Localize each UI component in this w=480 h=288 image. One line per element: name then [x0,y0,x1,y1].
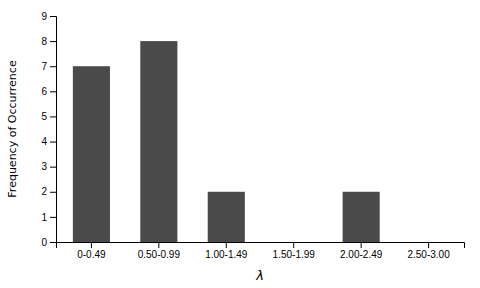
y-tick-label: 6 [41,86,47,97]
y-tick-mark [50,91,56,92]
y-tick-label: 3 [41,161,47,172]
x-axis-line [57,243,465,249]
x-tick-label: 0.50-0.99 [138,249,181,260]
x-tick-mark [91,242,92,248]
y-tick: 0 [41,237,56,248]
x-tick: 2.00-2.49 [340,242,383,260]
bars [73,41,380,242]
y-tick-mark [50,192,56,193]
y-tick-mark [50,41,56,42]
x-tick: 2.50-3.00 [407,242,450,260]
y-tick-mark [50,217,56,218]
x-tick-label: 1.50-1.99 [273,249,316,260]
y-tick-label: 1 [41,212,47,223]
y-tick-mark [50,242,56,243]
plot: 0 1 2 3 4 5 6 7 8 9 0-0.49 0.50-0.99 1.00-1.49 1.50-1… [41,11,464,260]
y-axis: 0 1 2 3 4 5 6 7 8 9 [41,11,56,248]
y-tick: 6 [41,86,56,97]
y-tick-label: 4 [41,136,47,147]
y-tick: 7 [41,61,56,72]
y-tick: 9 [41,11,56,22]
bar [140,41,177,242]
x-tick-mark [361,242,362,248]
y-tick: 1 [41,212,56,223]
chart: 0 1 2 3 4 5 6 7 8 9 0-0.49 0.50-0.99 1.00-1.49 1.50-1… [0,0,480,288]
y-tick-label: 2 [41,186,47,197]
y-axis-line [50,17,57,243]
y-tick-mark [50,167,56,168]
x-tick: 0.50-0.99 [138,242,181,260]
y-tick-mark [50,142,56,143]
x-tick-mark [158,242,159,248]
y-axis-title: Frequency of Occurrence [6,60,19,198]
y-tick-mark [50,16,56,17]
x-tick-label: 1.00-1.49 [205,249,248,260]
x-tick-label: 2.00-2.49 [340,249,383,260]
x-axis: 0-0.49 0.50-0.99 1.00-1.49 1.50-1.99 2.00-2.… [57,242,465,260]
x-tick: 1.00-1.49 [205,242,248,260]
y-tick-label: 5 [41,111,47,122]
x-tick-mark [226,242,227,248]
y-tick-mark [50,116,56,117]
y-tick: 4 [41,136,56,147]
y-tick: 5 [41,111,56,122]
x-tick-label: 2.50-3.00 [407,249,450,260]
x-tick-mark [293,242,294,248]
y-tick-mark [50,66,56,67]
x-tick-mark [428,242,429,248]
x-tick: 1.50-1.99 [273,242,316,260]
bar [275,242,312,243]
x-tick-label: 0-0.49 [77,249,106,260]
y-tick-label: 8 [41,36,47,47]
bar [410,242,447,243]
bar [208,192,245,242]
y-tick-label: 9 [41,11,47,22]
y-tick: 8 [41,36,56,47]
bar [343,192,380,242]
y-tick-label: 0 [41,237,47,248]
y-tick-label: 7 [41,61,47,72]
y-tick: 2 [41,186,56,197]
bar [73,66,110,242]
y-tick: 3 [41,161,56,172]
x-tick: 0-0.49 [77,242,106,260]
x-axis-title: λ [255,268,264,283]
